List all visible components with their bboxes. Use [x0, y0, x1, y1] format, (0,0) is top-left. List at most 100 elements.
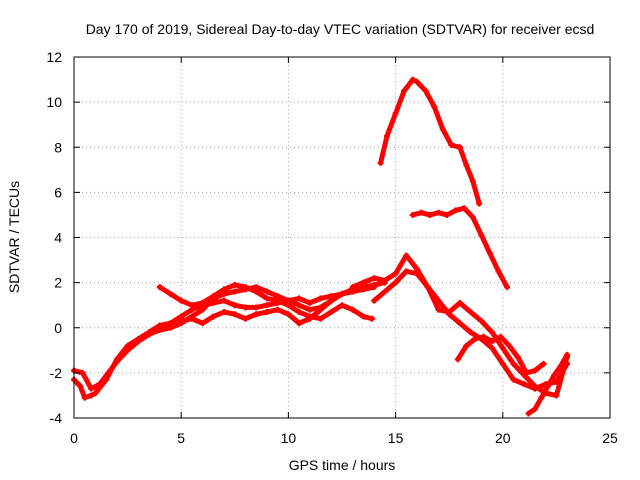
data-point [564, 351, 571, 358]
data-point [392, 279, 399, 286]
data-point [274, 306, 281, 313]
x-tick-label: 25 [602, 430, 618, 446]
data-point [531, 383, 538, 390]
data-point [403, 252, 410, 259]
y-tick-label: 4 [54, 230, 62, 246]
data-point [296, 308, 303, 315]
data-point [497, 333, 504, 340]
series-arc-9 [454, 333, 547, 376]
data-point [499, 345, 506, 352]
series-arc-3 [156, 281, 376, 322]
data-point [476, 200, 483, 207]
data-point [253, 304, 260, 311]
data-point [544, 383, 551, 390]
data-point [306, 299, 313, 306]
data-point [431, 103, 438, 110]
data-point [317, 295, 324, 302]
data-point [478, 232, 485, 239]
data-point [452, 207, 459, 214]
data-point [439, 126, 446, 133]
data-point [328, 308, 335, 315]
data-point [499, 360, 506, 367]
data-point [510, 360, 517, 367]
data-point [489, 329, 496, 336]
data-point [486, 250, 493, 257]
data-point [424, 284, 431, 291]
data-point [349, 306, 356, 313]
data-point [285, 311, 292, 318]
data-point [435, 209, 442, 216]
data-point [221, 297, 228, 304]
x-tick-label: 5 [177, 430, 185, 446]
data-point [199, 306, 206, 313]
data-point [418, 209, 425, 216]
data-point [489, 338, 496, 345]
data-point [360, 279, 367, 286]
data-point [435, 306, 442, 313]
data-point [463, 342, 470, 349]
data-point [523, 369, 530, 376]
series-line [378, 77, 482, 207]
data-point [210, 293, 217, 300]
data-point [242, 315, 249, 322]
data-point [263, 288, 270, 295]
data-point [263, 302, 270, 309]
data-point [156, 327, 163, 334]
x-tick-label: 15 [388, 430, 404, 446]
data-point [253, 311, 260, 318]
series-line [410, 205, 510, 290]
data-point [339, 302, 345, 309]
x-tick-label: 20 [495, 430, 511, 446]
data-point [531, 405, 538, 412]
data-point [77, 383, 84, 390]
data-point [392, 110, 399, 117]
data-point [167, 290, 174, 297]
data-point [371, 275, 378, 282]
data-point [178, 317, 185, 324]
data-point [369, 315, 376, 322]
data-point [88, 385, 95, 392]
data-point [306, 315, 313, 322]
data-point [178, 297, 185, 304]
data-point [471, 336, 478, 343]
data-point [538, 394, 545, 401]
x-tick-label: 10 [281, 430, 297, 446]
data-point [274, 297, 281, 304]
data-point [456, 144, 463, 151]
data-point [231, 311, 238, 318]
data-point [360, 313, 367, 320]
y-tick-label: 8 [54, 139, 62, 155]
data-point [188, 302, 195, 309]
data-point [426, 211, 433, 218]
data-point [349, 284, 356, 291]
data-point [188, 315, 195, 322]
y-tick-label: 0 [54, 320, 62, 336]
data-point [92, 390, 99, 397]
data-point [263, 308, 270, 315]
data-point [495, 268, 502, 275]
data-point [79, 369, 86, 376]
data-point [377, 160, 384, 167]
data-series-group [71, 76, 571, 417]
data-point [296, 302, 303, 309]
data-point [381, 277, 388, 284]
series-arc-4 [178, 286, 356, 327]
y-tick-label: -4 [50, 410, 63, 426]
y-tick-label: -2 [50, 365, 63, 381]
data-point [480, 333, 487, 340]
data-point [469, 178, 476, 185]
data-point [221, 308, 228, 315]
data-point [557, 363, 564, 370]
data-point [456, 299, 463, 306]
data-point [105, 369, 112, 376]
data-point [317, 315, 324, 322]
data-point [242, 284, 249, 291]
data-point [444, 211, 451, 218]
data-point [296, 295, 303, 302]
axis-ticks: 0 5 10 15 20 25 -4 -2 0 2 4 6 8 10 12 [46, 49, 618, 446]
data-point [339, 290, 345, 297]
data-point [489, 345, 496, 352]
data-point [124, 347, 131, 354]
data-point [553, 392, 560, 399]
data-point [525, 410, 532, 417]
